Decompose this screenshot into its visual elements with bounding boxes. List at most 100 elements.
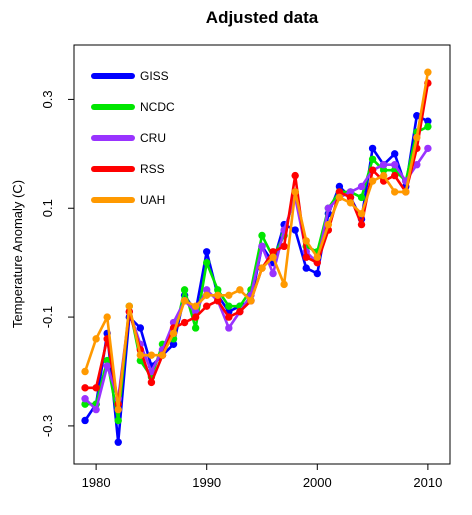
data-point-cru [103, 362, 111, 370]
data-point-uah [136, 351, 145, 359]
data-point-cru [258, 242, 266, 251]
y-tick-label: -0.1 [40, 306, 55, 328]
data-point-uah [291, 188, 299, 196]
data-point-uah [225, 291, 233, 300]
data-point-giss [203, 248, 211, 256]
data-point-cru [424, 144, 432, 153]
data-point-uah [147, 351, 156, 359]
data-point-uah [379, 171, 388, 180]
series-line-rss [85, 82, 430, 406]
data-point-giss [368, 144, 377, 153]
data-point-uah [346, 199, 355, 207]
x-tick-label: 2010 [413, 475, 442, 490]
data-point-uah [357, 209, 366, 218]
y-tick-label: 0.1 [40, 199, 55, 217]
data-point-cru [81, 395, 89, 403]
y-tick-label: 0.3 [40, 90, 55, 108]
legend-item-rss: RSS [91, 162, 165, 176]
data-point-uah [81, 367, 89, 376]
data-point-uah [191, 302, 200, 310]
legend-label: NCDC [140, 100, 175, 114]
data-point-uah [280, 280, 288, 289]
data-point-ncdc [103, 356, 111, 365]
legend-label: CRU [140, 131, 166, 145]
data-point-rss [92, 384, 100, 392]
data-point-cru [225, 324, 233, 332]
data-point-rss [291, 171, 299, 180]
data-point-ncdc [379, 166, 388, 174]
legend: GISS NCDC CRU RSS UAH [91, 69, 175, 207]
data-point-giss [291, 226, 299, 234]
y-axis: -0.3 -0.1 0.1 0.3 [40, 90, 74, 437]
data-point-uah [158, 351, 167, 359]
data-point-giss [335, 182, 344, 191]
chart-title: Adjusted data [206, 8, 319, 27]
data-point-rss [81, 384, 89, 392]
data-point-ncdc [203, 258, 211, 267]
data-point-ncdc [225, 302, 233, 310]
data-point-cru [379, 161, 388, 169]
data-point-rss [391, 171, 399, 180]
data-point-giss [391, 150, 399, 158]
data-point-giss [114, 438, 122, 446]
data-point-ncdc [357, 193, 366, 202]
data-point-ncdc [114, 416, 122, 425]
data-point-uah [413, 133, 421, 142]
data-point-rss [191, 313, 200, 321]
data-point-rss [357, 220, 366, 229]
plot-frame [73, 44, 451, 465]
legend-label: GISS [140, 69, 169, 83]
data-point-cru [346, 188, 355, 196]
data-point-giss [424, 117, 432, 125]
data-point-uah [125, 302, 133, 310]
data-point-giss [313, 269, 321, 278]
data-point-ncdc [191, 324, 200, 332]
legend-label: UAH [140, 193, 165, 207]
data-point-uah [368, 177, 377, 185]
data-point-cru [391, 161, 399, 169]
data-point-uah [302, 237, 310, 245]
data-point-uah [391, 188, 399, 196]
data-point-ncdc [424, 122, 432, 131]
data-point-cru [357, 182, 366, 191]
data-point-rss [368, 166, 377, 174]
data-point-uah [335, 193, 344, 202]
data-point-uah [103, 313, 111, 321]
data-point-uah [402, 188, 410, 196]
legend-item-ncdc: NCDC [91, 100, 175, 114]
data-point-rss [180, 318, 189, 327]
data-point-rss [313, 258, 321, 267]
data-point-uah [236, 286, 244, 294]
data-point-uah [180, 297, 189, 305]
x-axis: 1980 1990 2000 2010 [82, 464, 442, 490]
data-point-rss [225, 313, 233, 321]
data-point-rss [214, 297, 222, 305]
data-point-giss [413, 112, 421, 120]
data-point-giss [302, 264, 310, 272]
data-point-uah [258, 264, 266, 272]
data-point-uah [269, 253, 277, 261]
data-point-cru [269, 269, 277, 278]
data-point-uah [424, 68, 432, 76]
data-point-ncdc [214, 286, 222, 294]
x-tick-label: 1990 [192, 475, 221, 490]
x-tick-label: 2000 [303, 475, 332, 490]
data-point-ncdc [180, 286, 189, 294]
data-point-uah [324, 220, 333, 229]
data-point-uah [114, 405, 122, 414]
data-point-uah [313, 253, 321, 261]
series-line-uah [83, 71, 430, 411]
data-point-rss [302, 253, 310, 261]
data-point-giss [81, 416, 89, 425]
data-point-uah [214, 291, 222, 300]
data-point-giss [169, 340, 178, 348]
legend-label: RSS [140, 162, 165, 176]
legend-item-cru: CRU [91, 131, 166, 145]
series-giss [81, 112, 432, 446]
x-tick-label: 1980 [82, 475, 111, 490]
data-point-cru [413, 161, 421, 169]
data-point-rss [147, 378, 156, 387]
legend-item-giss: GISS [91, 69, 169, 83]
legend-item-uah: UAH [91, 193, 165, 207]
